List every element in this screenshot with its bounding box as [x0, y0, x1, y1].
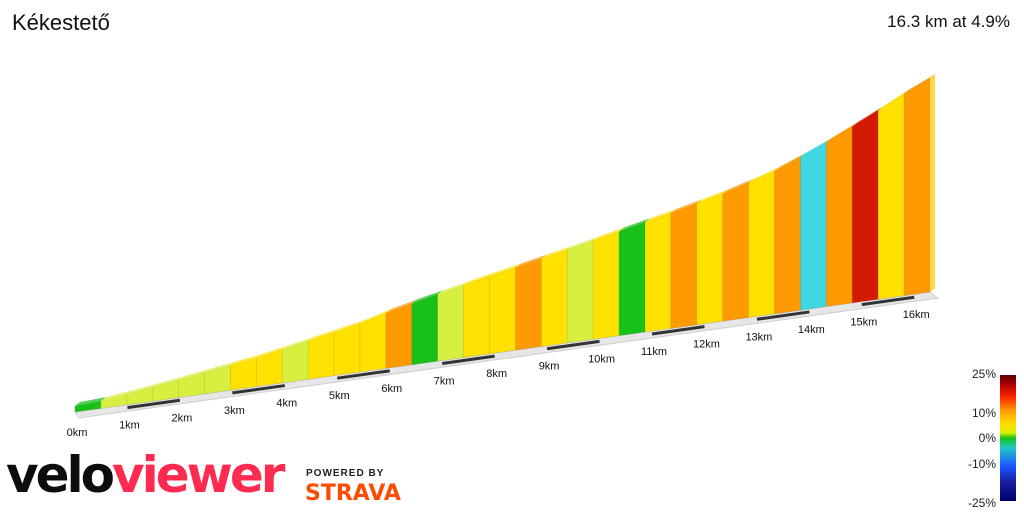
x-tick-label: 3km — [224, 405, 245, 417]
gradient-strip-top — [800, 137, 832, 157]
gradient-strip — [437, 284, 464, 362]
gradient-strip-top — [126, 383, 158, 395]
gradient-strip-top — [722, 178, 754, 194]
logo-part-velo: velo — [6, 446, 115, 504]
km-band — [651, 325, 705, 336]
km-band — [232, 384, 286, 395]
gradient-strip — [333, 323, 361, 376]
gradient-strip-top — [515, 254, 547, 268]
gradient-strip-top — [463, 272, 495, 286]
gradient-strip-top — [334, 319, 365, 333]
gradient-strip-top — [645, 209, 676, 223]
km-band — [861, 295, 915, 307]
gradient-strip-top — [308, 328, 340, 342]
gradient-strip-top — [593, 227, 625, 241]
gradient-strip-top — [100, 390, 132, 402]
gradient-strip-top — [748, 166, 780, 183]
x-tick-label: 11km — [641, 346, 667, 358]
gradient-strip-top — [282, 337, 314, 350]
gradient-strip-top — [152, 376, 184, 388]
gradient-strip — [411, 293, 439, 366]
x-tick-label: 16km — [903, 309, 930, 321]
gradient-strip — [774, 156, 801, 315]
x-tick-label: 4km — [276, 398, 297, 410]
legend-label-minus25: -25% — [967, 496, 996, 510]
gradient-strip — [592, 231, 620, 340]
x-tick-label: 1km — [119, 420, 140, 432]
gradient-strip — [670, 202, 698, 329]
x-tick-label: 15km — [850, 317, 877, 329]
x-tick-label: 10km — [588, 353, 615, 365]
gradient-strip-top — [541, 245, 573, 259]
x-tick-label: 2km — [172, 412, 193, 424]
gradient-strip-top — [567, 236, 599, 250]
gradient-strip-top — [852, 106, 884, 127]
gradient-strip-top — [360, 309, 391, 324]
gradient-strip — [877, 92, 905, 300]
logo-part-viewer: viewer — [112, 446, 285, 504]
gradient-strip — [826, 125, 853, 307]
legend-label-25: 25% — [971, 367, 996, 381]
gradient-strip — [489, 267, 516, 355]
distance-ticks: 0km 1km 2km 3km 4km 5km 6km 7km 8km 9km 10km 11km 12… — [67, 295, 930, 439]
climb-title: Kékestető — [12, 10, 110, 35]
gradient-strip — [851, 109, 879, 304]
km-band — [337, 369, 390, 380]
x-tick-label: 14km — [798, 324, 825, 336]
gradient-strip-top — [256, 345, 288, 359]
gradient-strip — [385, 303, 413, 369]
gradient-strip-top — [826, 122, 858, 142]
x-tick-label: 7km — [434, 375, 455, 387]
km-band — [546, 339, 600, 351]
gradient-strip-top — [878, 89, 910, 111]
veloviewer-logo[interactable]: veloviewer — [6, 450, 285, 500]
gradient-strip — [748, 170, 775, 318]
gradient-strip-top — [696, 189, 728, 204]
x-tick-label: 5km — [329, 390, 350, 402]
gradient-strip-top — [437, 281, 469, 295]
gradient-strip-top — [75, 397, 106, 406]
legend-label-minus10: -10% — [967, 457, 996, 471]
x-tick-label: 12km — [693, 339, 720, 351]
gradient-strip-top — [904, 74, 935, 94]
km-band — [441, 354, 495, 365]
climb-summary: 16.3 km at 4.9% — [887, 12, 1010, 31]
gradient-strip-top — [670, 199, 702, 214]
gradient-strip — [541, 249, 568, 347]
x-tick-label: 9km — [539, 361, 560, 373]
gradient-strip-top — [178, 368, 210, 381]
gradient-strip — [463, 275, 490, 358]
km-band — [127, 398, 181, 410]
legend-label-0: 0% — [978, 431, 996, 445]
profile-end-cap — [930, 74, 935, 292]
gradient-strip-top — [489, 263, 521, 277]
gradient-strips — [74, 74, 935, 413]
gradient-strip-top — [204, 361, 236, 373]
km-band — [756, 310, 810, 321]
gradient-strip — [515, 258, 542, 351]
x-tick-label: 13km — [745, 331, 772, 343]
gradient-strip-top — [385, 299, 417, 314]
legend-label-10: 10% — [971, 406, 996, 420]
gradient-legend-bar — [1000, 375, 1016, 501]
strava-logo[interactable]: STRAVA — [305, 481, 401, 506]
gradient-strip — [566, 240, 594, 344]
gradient-strip-top — [619, 218, 650, 232]
gradient-strip — [644, 212, 672, 333]
x-tick-label: 0km — [67, 427, 88, 439]
x-tick-label: 6km — [381, 383, 402, 395]
powered-by-label: POWERED BY — [306, 468, 385, 479]
x-tick-label: 8km — [486, 368, 507, 380]
gradient-strip — [903, 77, 931, 296]
gradient-strip — [696, 193, 724, 326]
gradient-strip-top — [230, 354, 262, 366]
gradient-strip-top — [411, 290, 443, 304]
gradient-strip — [800, 141, 827, 311]
gradient-strip-top — [774, 152, 806, 171]
gradient-strip — [618, 221, 646, 336]
gradient-strip — [722, 182, 749, 322]
